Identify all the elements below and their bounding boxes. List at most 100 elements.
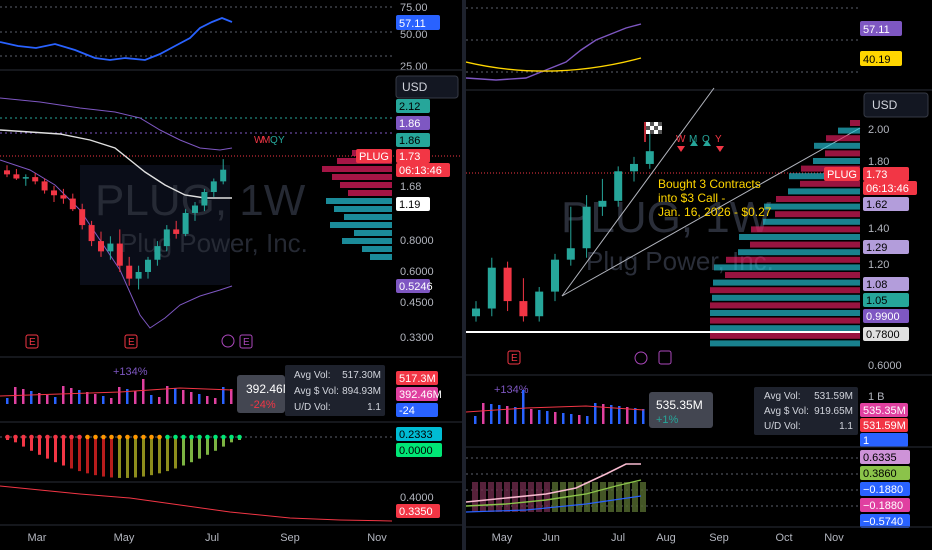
watermark-symbol: PLUG, 1W xyxy=(561,193,772,242)
candle[interactable] xyxy=(79,203,86,230)
volume-profile-bar xyxy=(763,218,860,225)
dividend-icon-circle[interactable] xyxy=(634,351,648,365)
candle[interactable] xyxy=(472,301,480,322)
earnings-marker-box[interactable] xyxy=(25,334,39,349)
price-axis-label: 2.00 xyxy=(868,124,889,136)
oscillator-bar xyxy=(616,482,622,512)
oscillator-dot xyxy=(101,434,106,440)
rsi-badge: 57.11 xyxy=(860,21,902,36)
candle[interactable] xyxy=(60,188,67,204)
candle[interactable] xyxy=(535,287,544,322)
candle[interactable] xyxy=(32,173,39,185)
earnings-marker-box[interactable] xyxy=(124,334,138,349)
earnings-marker-box[interactable] xyxy=(507,350,521,365)
right-chart-panel[interactable]: 57.11 40.19 USD PLUG, 1W Plug Power, Inc. W M Q… xyxy=(466,0,932,550)
currency-button-bg[interactable] xyxy=(395,75,459,99)
earnings-marker[interactable]: E xyxy=(507,350,521,365)
candle[interactable] xyxy=(154,241,161,266)
candle[interactable] xyxy=(4,165,10,178)
earnings-marker-box[interactable] xyxy=(239,334,253,349)
currency-button[interactable]: USD xyxy=(863,92,929,118)
candle[interactable] xyxy=(13,169,20,180)
event-marker-box[interactable] xyxy=(658,350,672,365)
candle[interactable] xyxy=(145,256,151,279)
price-badge-bg xyxy=(863,240,909,254)
oscillator-bar xyxy=(70,438,73,469)
candle[interactable] xyxy=(598,178,607,216)
oscillator-dot xyxy=(61,434,66,440)
oscillator-dot xyxy=(181,434,186,440)
earnings-marker[interactable]: E xyxy=(25,334,39,349)
candle[interactable] xyxy=(645,130,654,169)
oscillator-line xyxy=(466,463,641,503)
price-badge-bg xyxy=(863,197,909,211)
candle[interactable] xyxy=(51,185,57,202)
candle-body xyxy=(126,265,133,279)
flag-square xyxy=(646,126,650,130)
candle[interactable] xyxy=(630,156,638,182)
volume-ma-line xyxy=(0,387,233,397)
candle[interactable] xyxy=(163,225,170,252)
wmqy-label: Q xyxy=(270,135,278,146)
price-badge-bg xyxy=(863,167,909,181)
checkered-flag-icon[interactable] xyxy=(644,122,662,142)
candle[interactable] xyxy=(98,231,104,257)
candle[interactable] xyxy=(519,278,528,322)
trend-line-upper[interactable] xyxy=(561,87,715,297)
earnings-marker[interactable]: E xyxy=(124,334,138,349)
dividend-icon[interactable] xyxy=(221,334,235,348)
trend-line-lower[interactable] xyxy=(561,127,861,297)
dividend-icon[interactable] xyxy=(634,351,648,365)
volume-badge-bg xyxy=(396,387,438,401)
candle[interactable] xyxy=(614,166,623,207)
volume-bar xyxy=(214,398,217,404)
price-badge-text: 1.86 xyxy=(399,118,420,130)
volume-stat-value: 531.59M xyxy=(814,391,853,402)
candle[interactable] xyxy=(69,193,76,212)
dividend-icon-circle[interactable] xyxy=(221,334,235,348)
panel-divider[interactable] xyxy=(462,0,466,550)
candle[interactable] xyxy=(88,220,95,247)
oscillator-dot xyxy=(205,434,210,440)
volume-badge-bg xyxy=(860,433,908,447)
currency-button-bg[interactable] xyxy=(863,92,929,118)
candle[interactable] xyxy=(116,229,123,272)
currency-button[interactable]: USD xyxy=(395,75,459,99)
candle[interactable] xyxy=(41,178,48,194)
candle[interactable] xyxy=(22,174,29,186)
candle[interactable] xyxy=(135,265,142,290)
volume-value-box-bg xyxy=(237,375,285,413)
volume-profile-bar xyxy=(814,142,860,149)
candle[interactable] xyxy=(126,256,133,286)
oscillator-badge-bg xyxy=(396,443,442,457)
price-badge-text: 1.62 xyxy=(866,199,887,211)
candle[interactable] xyxy=(173,220,180,239)
candle[interactable] xyxy=(487,257,496,317)
left-chart-panel[interactable]: 75.00 50.00 25.00 57.11 USD PLUG, 1W Plug Powe… xyxy=(0,0,462,550)
candle-body xyxy=(487,267,496,309)
candle-body xyxy=(182,212,189,234)
earnings-marker[interactable]: E xyxy=(239,334,253,349)
candle[interactable] xyxy=(201,188,208,212)
volume-badge: 535.35M xyxy=(860,403,908,417)
candle[interactable] xyxy=(192,201,198,221)
price-badge-text: 0.9900 xyxy=(866,311,900,323)
candle[interactable] xyxy=(220,159,227,185)
price-badge-bg xyxy=(863,277,909,291)
candle[interactable] xyxy=(503,261,512,312)
candle[interactable] xyxy=(551,253,559,302)
candle[interactable] xyxy=(182,209,189,237)
bottom-axis-label: 0.4000 xyxy=(400,492,434,504)
candle[interactable] xyxy=(210,178,217,197)
price-badge-text: 1.86 xyxy=(399,135,420,147)
oscillator-bar xyxy=(54,438,57,463)
wmqy-label: W xyxy=(254,135,264,146)
oscillator-dot xyxy=(221,434,226,440)
candle[interactable] xyxy=(566,206,575,266)
wmqy-arrow xyxy=(677,146,685,152)
oscillator-bar xyxy=(150,438,153,476)
candle[interactable] xyxy=(582,195,591,258)
candle[interactable] xyxy=(107,236,114,260)
